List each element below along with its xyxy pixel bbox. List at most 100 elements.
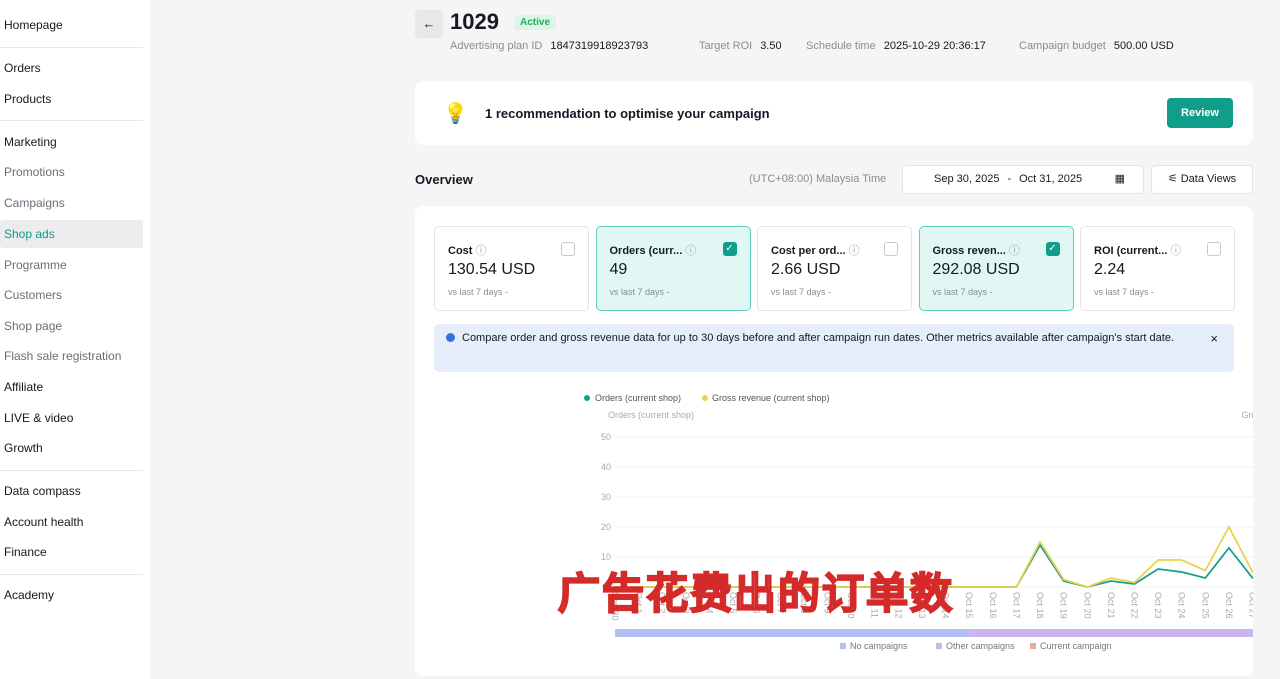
sidebar-item-marketing[interactable]: Marketing bbox=[4, 135, 57, 149]
x-tick: Oct 12 bbox=[893, 592, 903, 619]
x-tick: Oct 27 bbox=[1248, 592, 1253, 619]
metric-card[interactable]: ROI (current... ⓘ 2.24 vs last 7 days - bbox=[1080, 226, 1235, 311]
metric-value: 2.66 USD bbox=[771, 261, 841, 278]
date-range-picker[interactable]: Sep 30, 2025- Oct 31, 2025 ▦ bbox=[902, 165, 1144, 194]
sliders-icon: ⚟ bbox=[1167, 173, 1181, 185]
help-icon: ⓘ bbox=[1170, 245, 1182, 257]
help-icon: ⓘ bbox=[475, 245, 487, 257]
x-tick: Oct 7 bbox=[775, 592, 785, 614]
x-tick: Oct 8 bbox=[799, 592, 809, 614]
calendar-icon: ▦ bbox=[1114, 173, 1125, 185]
main-content: ← 1029 Active Advertising plan ID 1847319… bbox=[150, 0, 1280, 679]
campaign-legend-swatch bbox=[936, 643, 942, 649]
sidebar-item-programme[interactable]: Programme bbox=[4, 258, 67, 272]
review-button[interactable]: Review bbox=[1167, 98, 1233, 128]
meta-budget: Campaign budget 500.00 USD bbox=[1019, 40, 1174, 52]
x-tick: Oct 21 bbox=[1106, 592, 1116, 619]
metric-label: ROI (current... ⓘ bbox=[1094, 245, 1182, 257]
sidebar-item-orders[interactable]: Orders bbox=[4, 61, 41, 75]
y-tick-left: 0 bbox=[606, 582, 611, 592]
date-separator: - bbox=[1007, 173, 1012, 185]
help-icon: ⓘ bbox=[685, 245, 697, 257]
campaign-legend-label: Current campaign bbox=[1040, 641, 1112, 651]
sidebar-item-promotions[interactable]: Promotions bbox=[4, 165, 65, 179]
metric-label: Orders (curr... ⓘ bbox=[609, 245, 697, 257]
sidebar-item-customers[interactable]: Customers bbox=[4, 288, 63, 302]
overview-title: Overview bbox=[415, 172, 473, 187]
campaign-legend-label: No campaigns bbox=[850, 641, 908, 651]
sidebar-item-shop-page[interactable]: Shop page bbox=[4, 319, 63, 333]
y-tick-left: 40 bbox=[601, 462, 611, 472]
x-tick: Oct 1 bbox=[634, 592, 644, 614]
x-tick: Oct 20 bbox=[1082, 592, 1092, 619]
help-icon: ⓘ bbox=[848, 245, 860, 257]
video-caption: 广告花费出的订单数 bbox=[557, 568, 955, 619]
metric-checkbox[interactable]: ✓ bbox=[722, 242, 737, 256]
overview-panel: Cost ⓘ 130.54 USD vs last 7 days - Orders (c… bbox=[415, 206, 1253, 676]
legend-dot-revenue bbox=[702, 395, 708, 401]
divider bbox=[0, 470, 143, 471]
sidebar-item-affiliate[interactable]: Affiliate bbox=[4, 380, 44, 394]
divider bbox=[0, 574, 143, 575]
divider bbox=[0, 120, 143, 121]
x-tick: Oct 25 bbox=[1200, 592, 1210, 619]
metric-card[interactable]: Orders (curr... ⓘ 49 vs last 7 days - ✓ bbox=[595, 226, 751, 311]
meta-target-roi: Target ROI 3.50 bbox=[699, 40, 782, 52]
sidebar-item-shop-ads[interactable]: Shop ads bbox=[0, 220, 143, 248]
lightbulb-icon: 💡 bbox=[443, 103, 468, 125]
metric-checkbox[interactable] bbox=[561, 242, 575, 256]
metric-compare: vs last 7 days - bbox=[448, 287, 509, 297]
x-tick: Oct 4 bbox=[704, 592, 714, 614]
metric-checkbox[interactable] bbox=[1207, 242, 1221, 256]
metric-card[interactable]: Gross reven... ⓘ 292.08 USD vs last 7 days … bbox=[918, 226, 1074, 311]
close-icon[interactable]: × bbox=[1210, 331, 1218, 346]
y-axis-right-label: Gross revenue (current shop) bbox=[1241, 410, 1253, 420]
x-tick: Oct 15 bbox=[964, 592, 974, 619]
recommendation-banner: 💡 1 recommendation to optimise your camp… bbox=[415, 81, 1253, 145]
x-tick: Oct 17 bbox=[1011, 592, 1021, 619]
legend-dot-orders bbox=[584, 395, 590, 401]
date-end: Oct 31, 2025 bbox=[1019, 173, 1083, 185]
meta-plan-id: Advertising plan ID 1847319918923793 bbox=[450, 40, 649, 52]
legend-revenue: Gross revenue (current shop) bbox=[712, 393, 830, 403]
x-tick: Oct 18 bbox=[1035, 592, 1045, 619]
sidebar-item-data-compass[interactable]: Data compass bbox=[4, 484, 81, 498]
sidebar-item-academy[interactable]: Academy bbox=[4, 588, 55, 602]
x-tick: Oct 24 bbox=[1177, 592, 1187, 619]
campaign-legend-label: Other campaigns bbox=[946, 641, 1015, 651]
x-tick: Oct 19 bbox=[1059, 592, 1069, 619]
metric-label: Gross reven... ⓘ bbox=[932, 245, 1020, 257]
divider bbox=[0, 47, 143, 48]
legend-orders: Orders (current shop) bbox=[595, 393, 681, 403]
x-tick: Oct 3 bbox=[681, 592, 691, 614]
data-views-label: Data Views bbox=[1180, 173, 1237, 185]
x-tick: Oct 6 bbox=[752, 592, 762, 614]
sidebar-item-live-video[interactable]: LIVE & video bbox=[4, 411, 74, 425]
campaign-legend-swatch bbox=[1030, 643, 1036, 649]
sidebar-item-account-health[interactable]: Account health bbox=[4, 515, 84, 529]
sidebar-item-finance[interactable]: Finance bbox=[4, 545, 47, 559]
sidebar-item-homepage[interactable]: Homepage bbox=[4, 18, 63, 32]
campaign-bar-segment bbox=[969, 629, 1253, 637]
metric-checkbox[interactable] bbox=[884, 242, 898, 256]
y-tick-left: 50 bbox=[601, 432, 611, 442]
sidebar-item-growth[interactable]: Growth bbox=[4, 441, 43, 455]
metric-value: 2.24 bbox=[1094, 261, 1126, 278]
date-start: Sep 30, 2025 bbox=[934, 173, 1000, 185]
campaign-legend-swatch bbox=[840, 643, 846, 649]
metric-card[interactable]: Cost ⓘ 130.54 USD vs last 7 days - bbox=[434, 226, 589, 311]
data-views-button[interactable]: ⚟ Data Views bbox=[1151, 165, 1253, 194]
metric-label: Cost ⓘ bbox=[448, 245, 487, 257]
x-tick: Oct 22 bbox=[1129, 592, 1139, 619]
metric-label: Cost per ord... ⓘ bbox=[771, 245, 860, 257]
back-button[interactable]: ← bbox=[415, 10, 443, 38]
series-revenue-line bbox=[615, 525, 1253, 588]
metric-card[interactable]: Cost per ord... ⓘ 2.66 USD vs last 7 days - bbox=[757, 226, 912, 311]
x-tick: Oct 26 bbox=[1224, 592, 1234, 619]
sidebar-item-campaigns[interactable]: Campaigns bbox=[4, 196, 65, 210]
sidebar-item-flash-sale-registration[interactable]: Flash sale registration bbox=[4, 349, 122, 363]
metric-checkbox[interactable]: ✓ bbox=[1045, 242, 1060, 256]
info-icon bbox=[446, 333, 455, 342]
recommendation-text: 1 recommendation to optimise your campai… bbox=[485, 106, 770, 121]
sidebar-item-products[interactable]: Products bbox=[4, 92, 52, 106]
